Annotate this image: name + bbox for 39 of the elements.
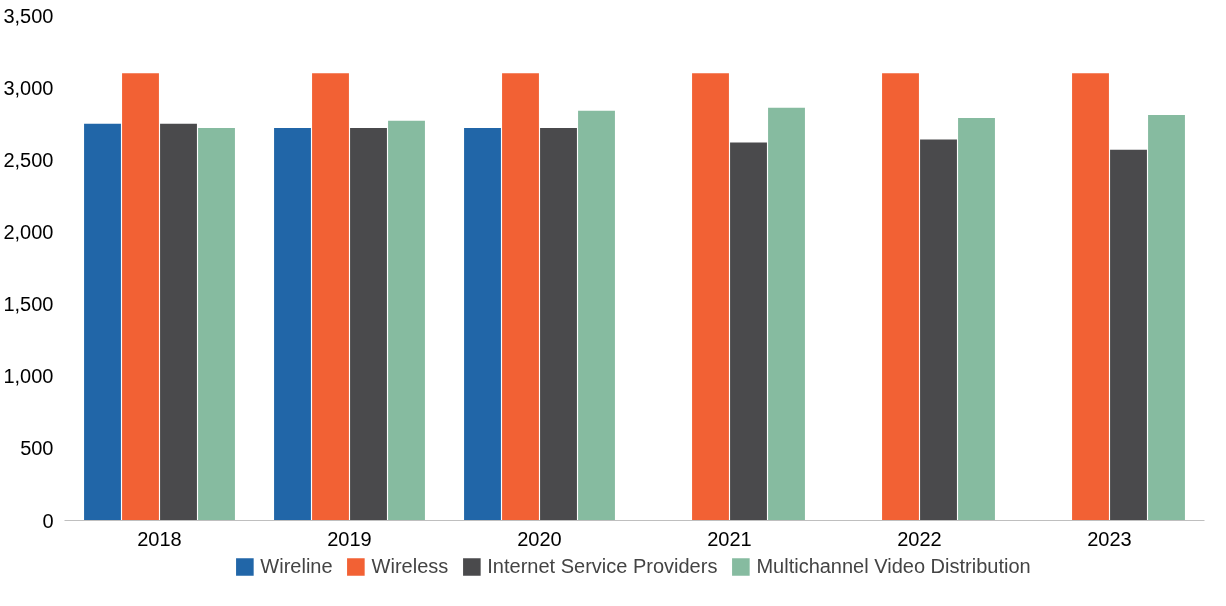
y-tick-label: 1,500 [3,293,54,316]
legend-label: Wireline [260,554,333,578]
bar [958,117,995,521]
y-tick-label: 500 [20,437,54,460]
x-tick-label: 2018 [137,527,182,550]
bar [198,128,235,521]
x-tick-label: 2021 [707,527,752,550]
x-tick-label: 2022 [897,527,942,550]
bar [464,128,501,521]
y-tick-label: 2,000 [3,220,54,243]
bar [578,110,615,521]
legend-label: Internet Service Providers [487,554,718,578]
legend-label: Multichannel Video Distribution [756,554,1031,578]
x-tick-label: 2019 [327,527,372,550]
bar [274,128,311,521]
bar [122,73,159,521]
bar [1072,73,1109,521]
bar [920,139,957,521]
bar [882,73,919,521]
x-tick-label: 2023 [1087,527,1132,550]
y-tick-label: 3,500 [3,4,54,27]
bar [540,128,577,521]
bar [160,123,197,521]
bar [502,73,539,521]
bar [350,128,387,521]
bar [768,107,805,521]
y-tick-label: 0 [42,509,54,532]
bar [1110,149,1147,521]
y-tick-label: 1,000 [3,365,54,388]
bar [388,120,425,521]
legend-label: Wireless [371,554,449,578]
bar [730,142,767,521]
y-tick-label: 2,500 [3,148,54,171]
bar [84,123,121,521]
bar [312,73,349,521]
y-tick-label: 3,000 [3,76,54,99]
bar [692,73,729,521]
bar [1148,115,1185,521]
x-tick-label: 2020 [517,527,562,550]
